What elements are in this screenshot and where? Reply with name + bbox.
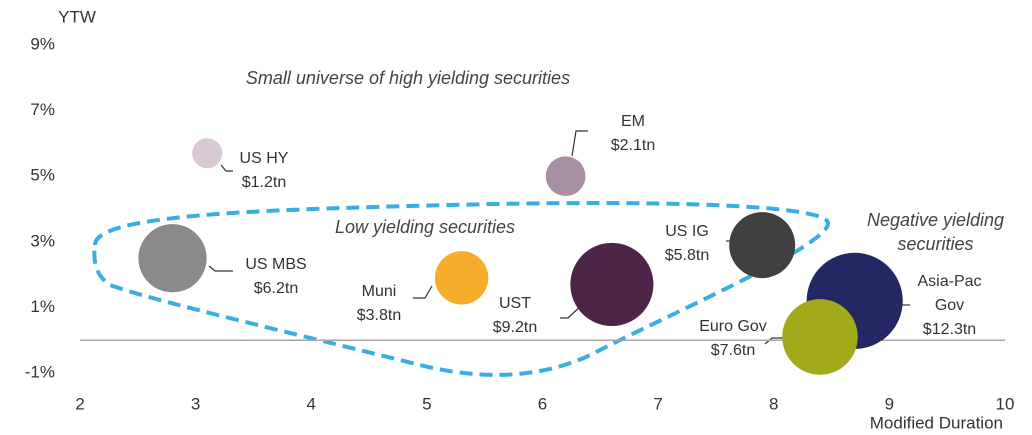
bubble-label: Euro Gov $7.6tn: [698, 315, 768, 363]
bubble: [782, 299, 858, 375]
bubble-label: US MBS $6.2tn: [236, 253, 316, 301]
annotation: Small universe of high yielding securiti…: [245, 68, 571, 88]
bubble: [729, 212, 796, 279]
bubble-name: US MBS: [245, 256, 307, 273]
bubble-size-label: $12.3tn: [922, 321, 977, 338]
bubble-label: Muni $3.8tn: [348, 280, 410, 328]
bubble-size-label: $6.2tn: [253, 280, 299, 297]
y-tick-label: 9%: [30, 34, 55, 53]
x-axis-label: Modified Duration: [870, 413, 1003, 432]
bubble-size-label: $2.1tn: [610, 137, 656, 154]
x-tick-label: 2: [75, 394, 84, 413]
x-tick-label: 9: [885, 394, 894, 413]
bubble-size-label: $3.8tn: [356, 307, 402, 324]
bubble: [545, 156, 586, 197]
bubble-size-label: $9.2tn: [492, 319, 538, 336]
x-tick-label: 3: [191, 394, 200, 413]
bubble: [434, 251, 489, 305]
bubble-name: US HY: [239, 150, 289, 167]
bubble-name: EM: [621, 113, 645, 130]
x-tick-label: 5: [422, 394, 431, 413]
leader: [208, 265, 233, 272]
bubble-label: UST $9.2tn: [480, 292, 550, 340]
bubble-label: Asia-Pac Gov $12.3tn: [912, 270, 987, 342]
bubble: [138, 224, 207, 293]
y-tick-label: -1%: [25, 362, 55, 381]
x-tick-label: 7: [653, 394, 662, 413]
x-tick-label: 6: [538, 394, 547, 413]
bubble-size-label: $1.2tn: [241, 174, 287, 191]
y-axis-label: YTW: [58, 7, 96, 26]
bubble-label: EM $2.1tn: [600, 110, 666, 158]
bubble-name: Asia-Pac Gov: [917, 273, 982, 314]
bubble-name: Muni: [361, 283, 397, 300]
x-tick-label: 8: [769, 394, 778, 413]
bubble: [570, 242, 654, 326]
bubble-name: US IG: [665, 223, 709, 240]
leader: [220, 164, 233, 172]
bubble-name: Euro Gov: [699, 318, 767, 335]
leader: [571, 130, 588, 157]
bubble-size-label: $5.8tn: [664, 247, 710, 264]
bubble-size-label: $7.6tn: [710, 342, 756, 359]
y-tick-label: 3%: [30, 231, 55, 250]
y-tick-label: 5%: [30, 166, 55, 185]
bubble-name: UST: [499, 295, 531, 312]
annotation: Low yielding securities: [334, 217, 516, 237]
x-tick-label: 10: [996, 394, 1015, 413]
bubble-label: US IG $5.8tn: [652, 220, 722, 268]
y-tick-label: 1%: [30, 297, 55, 316]
low-yield-outline: [92, 201, 830, 377]
leader: [413, 285, 433, 299]
bubble-label: US HY $1.2tn: [233, 147, 295, 195]
annotation: Negative yielding securities: [866, 210, 1005, 254]
y-tick-label: 7%: [30, 100, 55, 119]
x-tick-label: 4: [307, 394, 316, 413]
bubble: [192, 138, 223, 169]
